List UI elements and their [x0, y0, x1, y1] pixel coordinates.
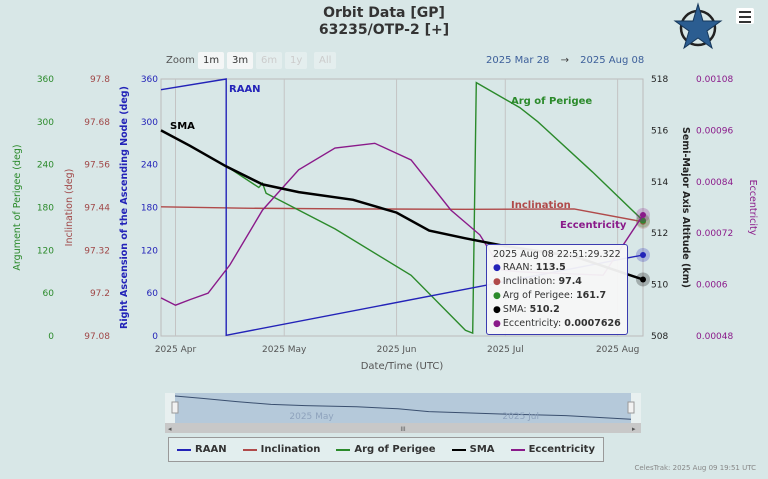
legend-item-eccentricity[interactable]: Eccentricity [510, 444, 595, 455]
aop-tick-label: 180 [37, 204, 54, 214]
scrollbar-track[interactable] [165, 423, 641, 433]
zoom-6m-button[interactable]: 6m [256, 52, 283, 69]
sma-tick-label: 510 [651, 281, 668, 291]
x-axis-title: Date/Time (UTC) [361, 361, 444, 372]
scroll-left-arrow[interactable]: ◂ [168, 425, 172, 433]
raan-tick-label: 240 [141, 161, 158, 171]
series-line-inclination [160, 206, 644, 223]
x-tick-label: 2025 Jun [377, 345, 417, 355]
ecc-tick-label: 0.00096 [696, 126, 733, 136]
navigator-handle[interactable] [627, 401, 635, 414]
sma-tick-label: 512 [651, 229, 668, 239]
tooltip-row-raan: ● RAAN: 113.5 [493, 262, 566, 273]
raan-tick-label: 60 [147, 289, 159, 299]
inc-tick-label: 97.68 [84, 118, 110, 128]
legend-item-sma[interactable]: SMA [451, 444, 495, 455]
tooltip-row-inclination: ● Inclination: 97.4 [493, 276, 582, 287]
inc-axis-title: Inclination (deg) [64, 169, 75, 247]
series-line-raan [160, 78, 644, 337]
aop-tick-label: 300 [37, 118, 54, 128]
ecc-tick-label: 0.00072 [696, 229, 733, 239]
credit[interactable]: CelesTrak: 2025 Aug 09 19:51 UTC [634, 464, 757, 472]
celestrak-star-logo[interactable] [672, 2, 724, 50]
raan-tick-label: 0 [152, 332, 158, 342]
series-label: RAAN [229, 84, 261, 95]
tooltip-row-eccentricity: ● Eccentricity: 0.0007626 [493, 318, 621, 329]
inc-tick-label: 97.32 [84, 246, 110, 256]
inc-tick-label: 97.56 [84, 161, 110, 171]
series-point-eccentricity [640, 211, 646, 218]
series-point-arg-of-perigee [640, 217, 646, 224]
inc-tick-label: 97.08 [84, 332, 110, 342]
date-range: 2025 Mar 28 → 2025 Aug 08 [486, 52, 644, 69]
ecc-axis-title: Eccentricity [747, 180, 758, 236]
hamburger-menu-icon[interactable] [736, 8, 754, 24]
series-label: Arg of Perigee [511, 96, 592, 107]
raan-tick-label: 120 [141, 246, 158, 256]
legend-item-aop[interactable]: Arg of Perigee [336, 444, 436, 455]
legend-item-raan[interactable]: RAAN [177, 444, 227, 455]
scroll-right-arrow[interactable]: ▸ [632, 425, 636, 433]
aop-tick-label: 0 [48, 332, 54, 342]
navigator-label: 2025 Jul [502, 412, 539, 422]
x-tick-label: 2025 May [262, 345, 307, 355]
raan-tick-label: 300 [141, 118, 158, 128]
subtitle-text[interactable]: 63235/OTP-2 [+] [318, 22, 450, 38]
inc-tick-label: 97.2 [90, 289, 110, 299]
series-label: SMA [170, 121, 195, 132]
raan-tick-label: 360 [141, 75, 158, 85]
ecc-tick-label: 0.00048 [696, 332, 733, 342]
raan-axis-title: Right Ascension of the Ascending Node (d… [119, 86, 130, 329]
zoom-all-button[interactable]: All [314, 52, 337, 69]
series-point-raan [640, 251, 646, 258]
navigator-series [174, 395, 632, 420]
aop-axis-title: Argument of Perigee (deg) [12, 144, 23, 270]
aop-tick-label: 360 [37, 75, 54, 85]
aop-tick-label: 60 [43, 289, 55, 299]
scrollbar-grip: III [400, 426, 406, 433]
aop-tick-label: 240 [37, 161, 54, 171]
series-line-arg-of-perigee [160, 81, 644, 335]
sma-tick-label: 514 [651, 178, 668, 188]
series-label: Inclination [511, 200, 571, 211]
tooltip-time: 2025 Aug 08 22:51:29.322 [493, 249, 621, 260]
zoom-1y-button[interactable]: 1y [285, 52, 308, 69]
navigator-label: 2025 May [289, 412, 334, 422]
raan-tick-label: 180 [141, 204, 158, 214]
zoom-label: Zoom [166, 55, 195, 66]
x-tick-label: 2025 Jul [487, 345, 524, 355]
tooltip-row-aop: ● Arg of Perigee: 161.7 [493, 290, 607, 301]
chart-title: Orbit Data [GP] 63235/OTP-2 [+] [0, 5, 768, 39]
ecc-tick-label: 0.00108 [696, 75, 733, 85]
series-point-sma [640, 276, 646, 283]
legend-item-inclination[interactable]: Inclination [242, 444, 320, 455]
sma-axis-title: Semi-Major Axis Altitude (km) [680, 127, 691, 288]
zoom-3m-button[interactable]: 3m [227, 52, 254, 69]
x-tick-label: 2025 Apr [155, 345, 197, 355]
zoom-1m-button[interactable]: 1m [198, 52, 225, 69]
inc-tick-label: 97.8 [90, 75, 110, 85]
sma-tick-label: 508 [651, 332, 668, 342]
tooltip: 2025 Aug 08 22:51:29.322 ● RAAN: 113.5 ● I… [486, 244, 628, 335]
range-to[interactable]: 2025 Aug 08 [580, 55, 645, 66]
navigator-handle[interactable] [171, 401, 179, 414]
sma-tick-label: 518 [651, 75, 668, 85]
ecc-tick-label: 0.0006 [696, 281, 728, 291]
title-text: Orbit Data [GP] [323, 5, 445, 21]
inc-tick-label: 97.44 [84, 204, 110, 214]
ecc-tick-label: 0.00084 [696, 178, 733, 188]
aop-tick-label: 120 [37, 246, 54, 256]
legend: RAAN Inclination Arg of Perigee SMA Ecce… [168, 437, 604, 462]
tooltip-row-sma: ● SMA: 510.2 [493, 304, 560, 315]
navigator-selection [175, 393, 631, 423]
range-arrow: → [560, 55, 569, 66]
sma-tick-label: 516 [651, 126, 668, 136]
range-from[interactable]: 2025 Mar 28 [486, 55, 550, 66]
x-tick-label: 2025 Aug [596, 345, 639, 355]
series-label: Eccentricity [560, 220, 627, 231]
